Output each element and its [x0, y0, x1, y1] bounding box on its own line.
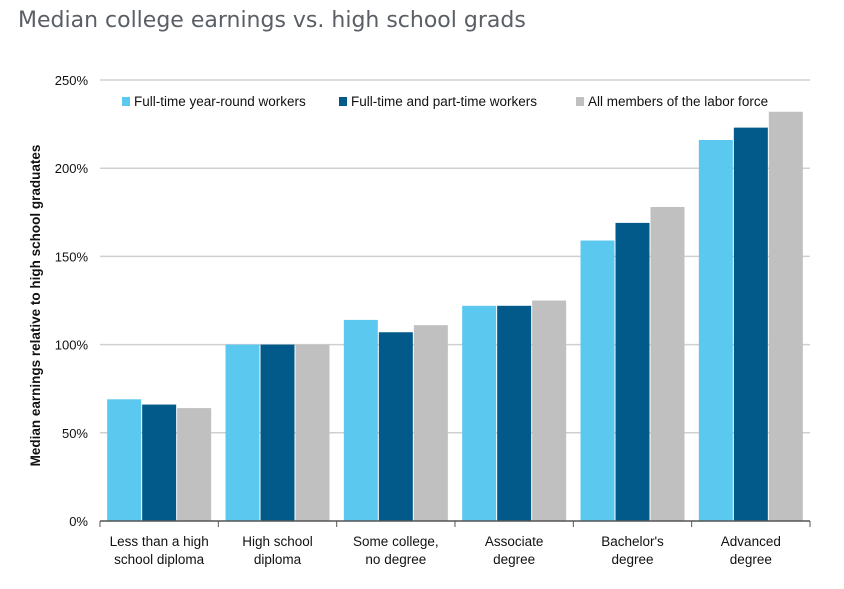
bar: [343, 319, 378, 521]
legend-label: Full-time and part-time workers: [351, 94, 537, 109]
y-axis-label: Median earnings relative to high school …: [28, 145, 43, 467]
legend-swatch: [122, 97, 130, 106]
x-category-label: school diploma: [114, 552, 205, 567]
bar: [225, 344, 260, 521]
bar: [733, 127, 768, 522]
legend-swatch: [339, 97, 347, 106]
y-tick-label: 250%: [55, 73, 89, 88]
bar: [295, 344, 330, 521]
bar: [497, 305, 532, 521]
x-category-label: Associate: [485, 534, 544, 549]
x-category-label: no degree: [365, 552, 426, 567]
y-tick-label: 100%: [55, 338, 89, 353]
y-tick-label: 200%: [55, 161, 89, 176]
x-category-label: diploma: [254, 552, 302, 567]
bar: [532, 300, 567, 521]
bar: [413, 325, 448, 521]
x-category-label: Less than a high: [110, 534, 209, 549]
bar: [650, 207, 685, 521]
bar: [768, 111, 803, 521]
bar: [615, 222, 650, 521]
bar: [107, 399, 142, 521]
bar: [177, 408, 212, 521]
x-category-label: Advanced: [721, 534, 781, 549]
x-category-label: degree: [611, 552, 653, 567]
bar: [378, 332, 413, 521]
bar: [142, 404, 177, 521]
legend-swatch: [576, 97, 584, 106]
x-category-label: degree: [493, 552, 535, 567]
bar: [462, 305, 497, 521]
x-category-label: Bachelor's: [601, 534, 664, 549]
x-category-label: Some college,: [353, 534, 439, 549]
x-category-label: High school: [242, 534, 313, 549]
y-tick-label: 50%: [62, 426, 88, 441]
legend-label: Full-time year-round workers: [134, 94, 306, 109]
y-tick-label: 150%: [55, 249, 89, 264]
chart-title: Median college earnings vs. high school …: [18, 8, 526, 33]
bar: [260, 344, 295, 521]
bar: [698, 139, 733, 521]
legend-label: All members of the labor force: [588, 94, 768, 109]
y-tick-label: 0%: [69, 514, 88, 529]
bar: [580, 240, 615, 522]
x-category-label: degree: [730, 552, 772, 567]
